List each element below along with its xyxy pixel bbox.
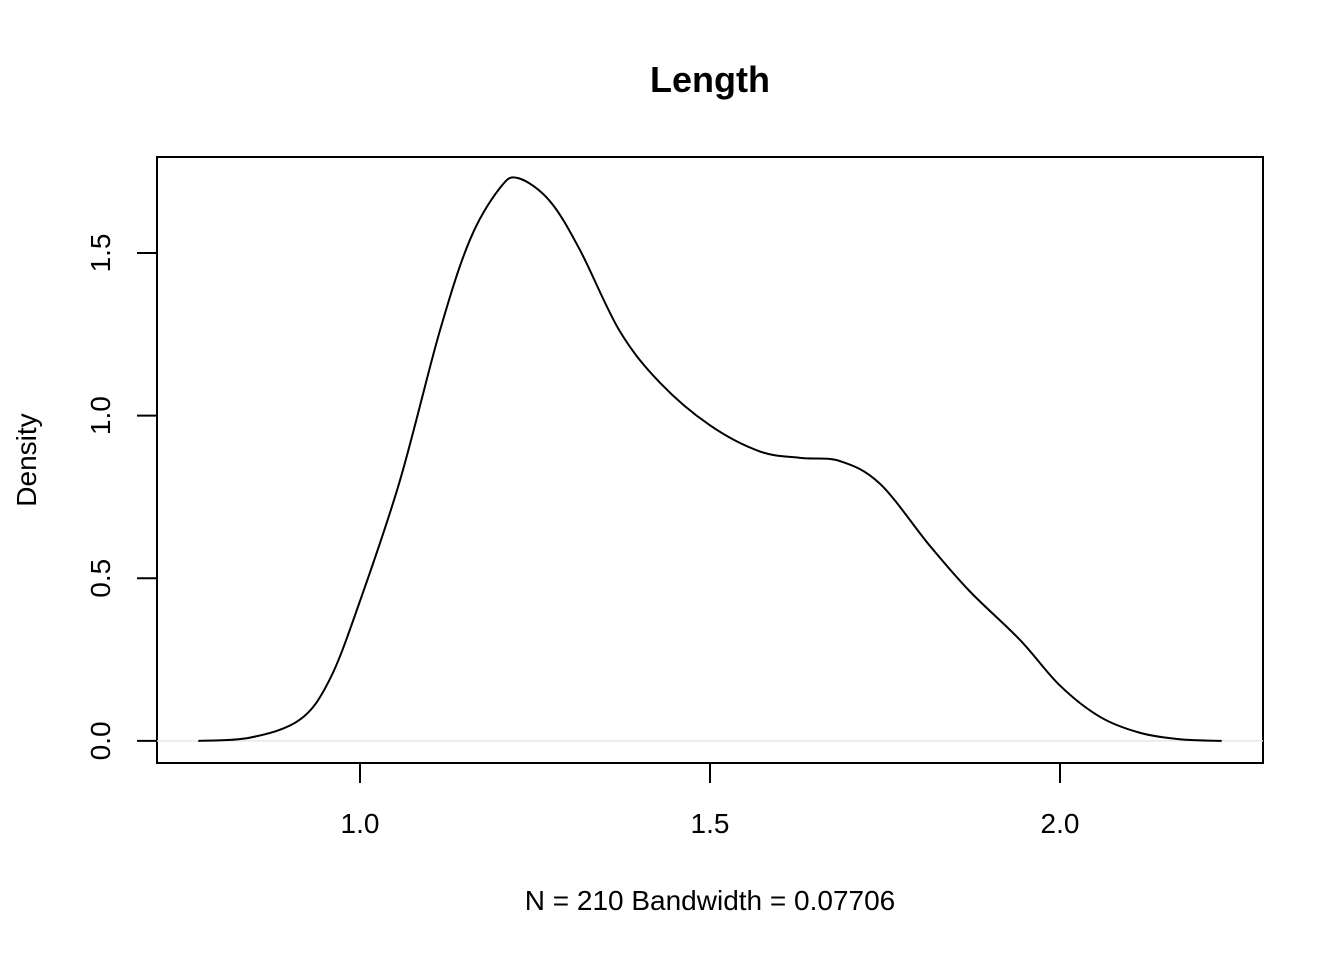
y-tick-label: 0.5 (85, 559, 116, 598)
y-tick-label: 0.0 (85, 721, 116, 760)
chart-title: Length (650, 59, 770, 100)
density-line (198, 176, 1222, 742)
x-tick-label: 1.0 (341, 808, 380, 839)
x-tick-label: 1.5 (691, 808, 730, 839)
x-tick-label: 2.0 (1041, 808, 1080, 839)
y-axis-label: Density (11, 413, 42, 506)
x-axis-label: N = 210 Bandwidth = 0.07706 (525, 885, 896, 916)
y-tick-label: 1.0 (85, 396, 116, 435)
y-tick-label: 1.5 (85, 233, 116, 272)
plot-frame (156, 156, 1264, 764)
